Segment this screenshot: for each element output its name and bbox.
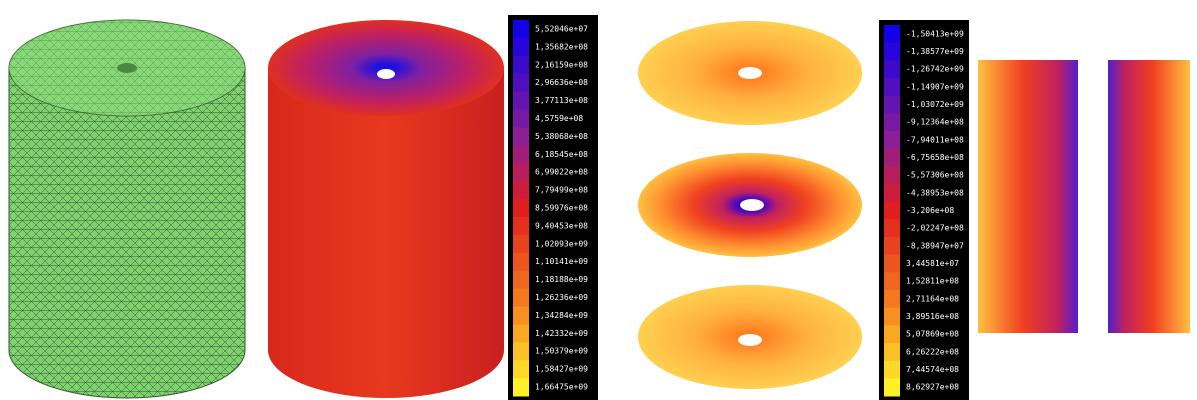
color-swatch [513,378,529,396]
color-swatch [884,272,900,290]
color-swatch [884,43,900,61]
colorbar-label: 2,96636e+08 [535,78,588,87]
section-right [1108,60,1190,333]
color-swatch [513,74,529,92]
mesh-cylinder [9,20,245,398]
color-swatch [513,145,529,163]
colorbar-label: 5,52046e+07 [535,24,588,33]
color-swatch [884,202,900,220]
colorbar-label: 1,58427e+09 [535,365,588,374]
color-swatch [513,181,529,199]
colorbar-label: 1,50379e+09 [535,347,588,356]
color-swatch [884,290,900,308]
colorbar-label: 7,44574e+08 [906,365,959,374]
colorbar-label: 8,62927e+08 [906,383,959,392]
color-swatch [884,237,900,255]
colorbar-label: -1,14907e+09 [906,82,964,91]
color-swatch [513,289,529,307]
colorbar-label: 1,66475e+09 [535,383,588,392]
colorbar-label: -7,94011e+08 [906,135,964,144]
color-swatch [513,110,529,128]
color-swatch [513,56,529,74]
colorbar-label: 9,40453e+08 [535,221,588,230]
colorbar-label: 1,26236e+09 [535,293,588,302]
disks [638,21,862,389]
section-left [978,60,1078,333]
color-swatch [884,325,900,343]
colorbar-label: -2,02247e+08 [906,224,964,233]
colorbar-label: -3,206e+08 [906,206,954,215]
color-swatch [513,342,529,360]
color-swatch [513,163,529,181]
color-swatch [513,38,529,56]
color-swatch [884,219,900,237]
colorbar-label: 8,59976e+08 [535,204,588,213]
colorbar-label: 5,07869e+08 [906,330,959,339]
color-swatch [513,20,529,38]
color-swatch [884,131,900,149]
colorbar-label: -8,38947e+07 [906,241,964,250]
color-swatch [884,166,900,184]
colorbar-label: -1,03072e+09 [906,100,964,109]
colorbar-label: 3,89516e+08 [906,312,959,321]
colorbar-label: 1,18188e+09 [535,275,588,284]
colorbar-label: -6,75658e+08 [906,153,964,162]
colorbar-label: 5,38068e+08 [535,132,588,141]
colorbar-label: 6,99022e+08 [535,168,588,177]
color-swatch [884,184,900,202]
colorbar-label: 1,42332e+09 [535,329,588,338]
colorbar-label: 1,10141e+09 [535,257,588,266]
color-swatch [513,127,529,145]
color-swatch [513,217,529,235]
colorbar-label: 6,18545e+08 [535,150,588,159]
color-swatch [513,235,529,253]
color-swatch [513,92,529,110]
color-swatch [884,343,900,361]
color-swatch [884,96,900,114]
colorbar-label: -9,12364e+08 [906,118,964,127]
color-swatch [884,149,900,167]
colorbar-label: -1,26742e+09 [906,65,964,74]
color-swatch [884,60,900,78]
colorbar-label: -5,57306e+08 [906,171,964,180]
colorbar-label: -1,38577e+09 [906,47,964,56]
colorbar-label: 6,26222e+08 [906,347,959,356]
result-cylinder [268,20,504,398]
color-swatch [513,253,529,271]
color-swatch [884,378,900,396]
colorbar-label: 1,02093e+09 [535,239,588,248]
color-swatch [884,25,900,43]
colorbar-label: 2,71164e+08 [906,294,959,303]
colorbar-label: 7,79499e+08 [535,186,588,195]
colorbar-label: 3,77113e+08 [535,96,588,105]
colorbar-label: -4,38953e+08 [906,188,964,197]
color-swatch [513,271,529,289]
color-swatch [513,306,529,324]
color-swatch [884,78,900,96]
colorbar-label: 1,35682e+08 [535,42,588,51]
color-swatch [513,324,529,342]
colorbar-label: 3,44581e+07 [906,259,959,268]
color-swatch [513,199,529,217]
color-swatch [884,255,900,273]
colorbar-label: 1,52811e+08 [906,277,959,286]
color-swatch [884,308,900,326]
scene: 5,52046e+07 1,35682e+08 2,16159e+08 2,96636… [0,0,1197,400]
color-swatch [513,360,529,378]
colorbar-label: 2,16159e+08 [535,60,588,69]
colorbar-label: -1,50413e+09 [906,29,964,38]
colorbar-label: 1,34284e+09 [535,311,588,320]
color-swatch [884,361,900,379]
color-swatch [884,113,900,131]
colorbar-label: 4,5759e+08 [535,114,583,123]
